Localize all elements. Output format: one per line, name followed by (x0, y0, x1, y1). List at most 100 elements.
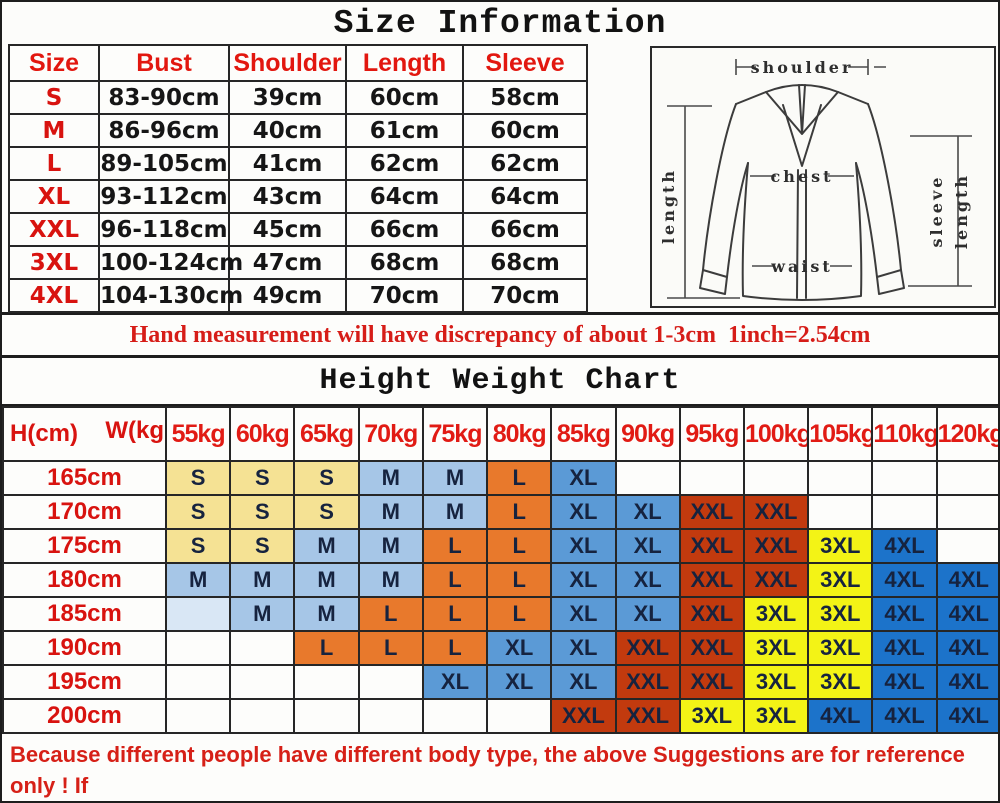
hw-cell: S (164, 528, 232, 564)
size-table-row: XXL 96-118cm 45cm 66cm 66cm (8, 212, 588, 247)
height-label: 190cm (2, 630, 167, 666)
hw-cell (486, 698, 553, 734)
hw-cell: 3XL (742, 596, 810, 632)
size-table-header: Length (345, 44, 464, 82)
weight-header: 75kg (421, 406, 489, 462)
hw-cell (357, 698, 424, 734)
measurement-cell: 104-130cm (98, 278, 243, 313)
hw-cell: L (421, 562, 489, 598)
size-table-row: M 86-96cm 40cm 61cm 60cm (8, 113, 588, 148)
hw-cell: L (357, 596, 424, 632)
height-label: 195cm (2, 664, 167, 700)
hw-row: 200cm XXL XXL 3XL 3XL 4XL 4XL 4XL (2, 698, 998, 734)
size-table-header: Shoulder (228, 44, 347, 82)
weight-header: 65kg (293, 406, 360, 462)
hw-row: 185cm M M L L L XL XL XXL 3XL 3XL 4XL 4XL (2, 596, 998, 632)
height-label: 185cm (2, 596, 167, 632)
hw-cell: 4XL (935, 630, 998, 666)
hw-cell: 3XL (807, 664, 874, 700)
size-table-header-row: Size Bust Shoulder Length Sleeve (8, 44, 588, 82)
hw-cell: XXL (614, 664, 681, 700)
hw-cell: M (229, 596, 296, 632)
hw-title-band: Height Weight Chart (2, 358, 998, 406)
waist-label: waist (770, 257, 833, 276)
hw-cell: 4XL (871, 698, 938, 734)
hw-cell: XXL (742, 494, 810, 530)
hw-cell (935, 528, 998, 564)
hw-header-row: H(cm) W(kg 55kg 60kg 65kg 70kg 75kg 80kg 85kg 9… (2, 406, 998, 462)
hw-cell: L (421, 528, 489, 564)
measurement-cell: 70cm (462, 278, 588, 313)
measurement-note-band: Hand measurement will have discrepancy o… (2, 312, 998, 358)
size-table-row: S 83-90cm 39cm 60cm 58cm (8, 80, 588, 115)
hw-cell: 4XL (807, 698, 874, 734)
hw-cell: 4XL (871, 630, 938, 666)
hw-cell: 4XL (935, 698, 998, 734)
hw-cell: S (229, 460, 296, 496)
measurement-cell: 70cm (345, 278, 464, 313)
weight-header: 95kg (678, 406, 745, 462)
measurement-cell: 93-112cm (98, 179, 230, 214)
hw-row: 180cm M M M M L L XL XL XXL XXL 3XL 4XL 4XL (2, 562, 998, 598)
hw-cell: L (486, 494, 553, 530)
hw-cell: XXL (678, 494, 745, 530)
hw-cell: 4XL (935, 562, 998, 598)
measurement-note: Hand measurement will have discrepancy o… (129, 321, 871, 348)
hw-cell: XXL (678, 562, 745, 598)
bottom-note: Because different people have different … (2, 734, 998, 801)
measurement-cell: 64cm (345, 179, 464, 214)
height-label: 170cm (2, 494, 167, 530)
hw-cell: XL (550, 562, 617, 598)
dimension-lines (667, 59, 972, 299)
measurement-cell: 68cm (345, 245, 464, 280)
hw-cell (871, 494, 938, 530)
hw-cell: L (486, 596, 553, 632)
size-table-header: Sleeve (462, 44, 588, 82)
hw-cell: L (486, 562, 553, 598)
hw-cell: XL (550, 494, 617, 530)
weight-header: 85kg (550, 406, 617, 462)
length-label: length (659, 168, 678, 244)
hw-cell (871, 460, 938, 496)
hw-cell: M (293, 596, 360, 632)
hw-cell: M (421, 460, 489, 496)
hw-cell: XL (550, 528, 617, 564)
hw-row: 165cm S S S M M L XL (2, 460, 998, 496)
hw-cell: S (293, 494, 360, 530)
hw-cell: M (357, 528, 424, 564)
measurement-cell: 66cm (345, 212, 464, 247)
height-label: 200cm (2, 698, 167, 734)
measurement-cell: 39cm (228, 80, 347, 115)
hw-cell: M (357, 494, 424, 530)
hw-cell: XXL (550, 698, 617, 734)
hw-cell (293, 698, 360, 734)
height-weight-table: H(cm) W(kg 55kg 60kg 65kg 70kg 75kg 80kg 85kg 9… (2, 406, 998, 734)
hw-cell: XL (614, 596, 681, 632)
shirt-outline (699, 84, 905, 301)
hw-chart-title: Height Weight Chart (319, 364, 681, 398)
hw-cell: S (229, 494, 296, 530)
hw-cell: XXL (678, 596, 745, 632)
size-table-header: Size (8, 44, 100, 82)
hw-cell: 4XL (871, 596, 938, 632)
shirt-diagram: shoulder chest waist length sleeve lengt… (650, 46, 996, 308)
measurement-cell: 62cm (462, 146, 588, 181)
title-band: Size Information (2, 2, 998, 44)
hw-cell: M (357, 460, 424, 496)
hw-cell: S (164, 460, 232, 496)
hw-cell: XXL (742, 562, 810, 598)
weight-header: 80kg (486, 406, 553, 462)
hw-cell: XL (486, 630, 553, 666)
shirt-diagram-svg: shoulder chest waist length sleeve lengt… (659, 58, 972, 301)
hw-cell (357, 664, 424, 700)
weight-header: 120kg (935, 406, 998, 462)
hw-cell: XL (614, 528, 681, 564)
hw-cell (935, 494, 998, 530)
hw-cell: XL (614, 562, 681, 598)
measurement-cell: 58cm (462, 80, 588, 115)
measurement-cell: 96-118cm (98, 212, 230, 247)
measurement-cell: 68cm (462, 245, 588, 280)
hw-cell: 3XL (807, 562, 874, 598)
diagram-labels: shoulder chest waist length sleeve lengt… (659, 58, 971, 276)
weight-header: 105kg (807, 406, 874, 462)
